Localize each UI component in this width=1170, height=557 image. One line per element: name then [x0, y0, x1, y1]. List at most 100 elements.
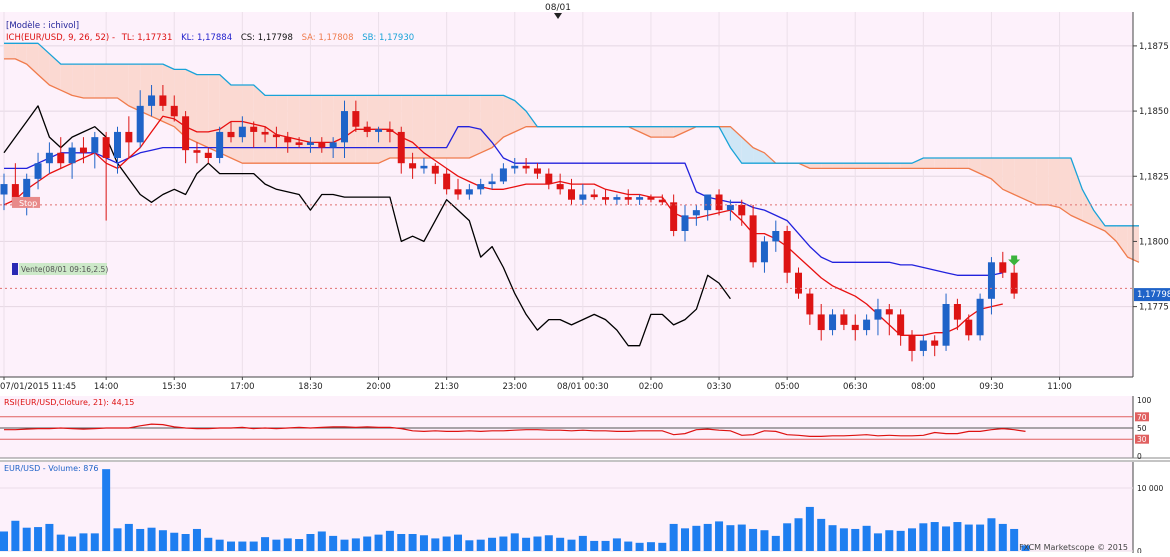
sell-arrow-icon: [1008, 255, 1021, 266]
cloud-segment: [38, 43, 50, 85]
top-date-label: 08/01: [545, 3, 571, 13]
cloud-segment: [1082, 189, 1094, 226]
candle-body: [658, 199, 666, 203]
candle-body: [386, 129, 394, 132]
volume-bar: [465, 540, 474, 551]
candle-body: [284, 137, 292, 143]
volume-bar: [726, 525, 735, 551]
time-tick-label: 18:30: [298, 382, 323, 392]
volume-bar: [442, 536, 451, 551]
volume-bar: [317, 531, 326, 551]
time-tick-label: 07/01/2015 11:45: [0, 382, 76, 392]
volume-bar: [11, 520, 20, 551]
volume-bar: [953, 522, 962, 551]
volume-bar: [646, 542, 655, 551]
candle-body: [45, 152, 53, 164]
volume-bar: [862, 525, 871, 551]
volume-bar: [964, 524, 973, 551]
candle-body: [23, 178, 31, 205]
volume-bar: [329, 535, 338, 551]
cloud-segment: [106, 64, 118, 99]
price-tick-label: 1,1800: [1139, 237, 1169, 247]
volume-label: EUR/USD - Volume: 876: [4, 464, 99, 473]
candle-body: [874, 309, 882, 320]
candle-body: [477, 184, 485, 190]
rsi-level-tag: [1135, 412, 1149, 422]
candle-body: [216, 131, 224, 158]
volume-bar: [102, 469, 111, 551]
candle-body: [613, 197, 621, 200]
candle-body: [624, 197, 632, 200]
candle-body: [102, 137, 110, 158]
cloud-segment: [503, 95, 515, 138]
time-tick-label: 03:30: [707, 382, 732, 392]
volume-bar: [295, 539, 304, 551]
candle-body: [908, 335, 916, 351]
ichimoku-legend: ICH(EUR/USD, 9, 26, 52) - TL: 1,17731 KL…: [6, 33, 414, 43]
cloud-segment: [435, 95, 447, 158]
candle-body: [704, 194, 712, 211]
sell-order-icon[interactable]: [12, 263, 18, 275]
volume-bar: [261, 537, 270, 551]
volume-indicator: 10 000 0: [0, 460, 1170, 556]
candle-body: [465, 189, 473, 195]
volume-panel[interactable]: [0, 462, 1133, 551]
candle-body: [499, 168, 507, 182]
cloud-segment: [231, 85, 243, 164]
candle-body: [443, 173, 451, 190]
cloud-segment: [423, 95, 436, 158]
candle-body: [170, 105, 178, 117]
candle-body: [602, 197, 610, 200]
volume-bar: [68, 536, 77, 551]
volume-bar: [522, 537, 531, 551]
model-label: [Modèle : ichivol]: [6, 20, 79, 31]
candle-body: [919, 340, 927, 351]
order-levels: [0, 204, 1133, 289]
rsi-panel[interactable]: [0, 396, 1133, 458]
legend-kl: KL: 1,17884: [181, 33, 232, 43]
cloud-segment: [492, 95, 504, 148]
volume-bar: [590, 540, 599, 551]
cloud-segment: [832, 163, 844, 169]
cloud-segment: [83, 64, 95, 99]
time-tick-label: 02:00: [639, 382, 664, 392]
candle-body: [851, 324, 859, 331]
volume-bar: [227, 541, 235, 551]
volume-bar: [1021, 545, 1030, 551]
volume-bar: [692, 525, 701, 551]
candle-body: [454, 189, 462, 195]
cloud-segment: [151, 64, 163, 122]
candlesticks: [0, 85, 1018, 362]
candle-body: [272, 134, 280, 138]
volume-bar: [556, 537, 565, 551]
cloud-segment: [957, 158, 969, 169]
volume-bar: [22, 527, 31, 551]
volume-bar: [488, 537, 497, 551]
price-tick-label: 1,1875: [1139, 42, 1169, 52]
volume-bar: [0, 531, 8, 551]
volume-bar: [374, 534, 383, 551]
candle-body: [670, 202, 678, 231]
candle-body: [840, 314, 848, 325]
watermark: FXCM Marketscope © 2015: [1019, 543, 1128, 552]
volume-bar: [908, 528, 916, 551]
cloud-segment: [923, 158, 935, 169]
volume-bar: [45, 523, 54, 551]
candle-body: [976, 298, 984, 336]
volume-bar: [544, 535, 553, 551]
candle-body: [227, 131, 235, 138]
volume-bar: [885, 530, 894, 551]
volume-bar: [431, 538, 440, 551]
volume-bar: [839, 528, 848, 551]
volume-bar: [1010, 528, 1019, 551]
stop-marker[interactable]: [12, 196, 40, 208]
cloud-segment: [412, 95, 424, 158]
volume-bar: [136, 528, 145, 551]
cloud-segment: [117, 64, 129, 106]
volume-bar: [283, 538, 292, 551]
candle-body: [522, 165, 530, 169]
sell-order-marker[interactable]: [19, 263, 107, 275]
candle-body: [159, 95, 167, 106]
